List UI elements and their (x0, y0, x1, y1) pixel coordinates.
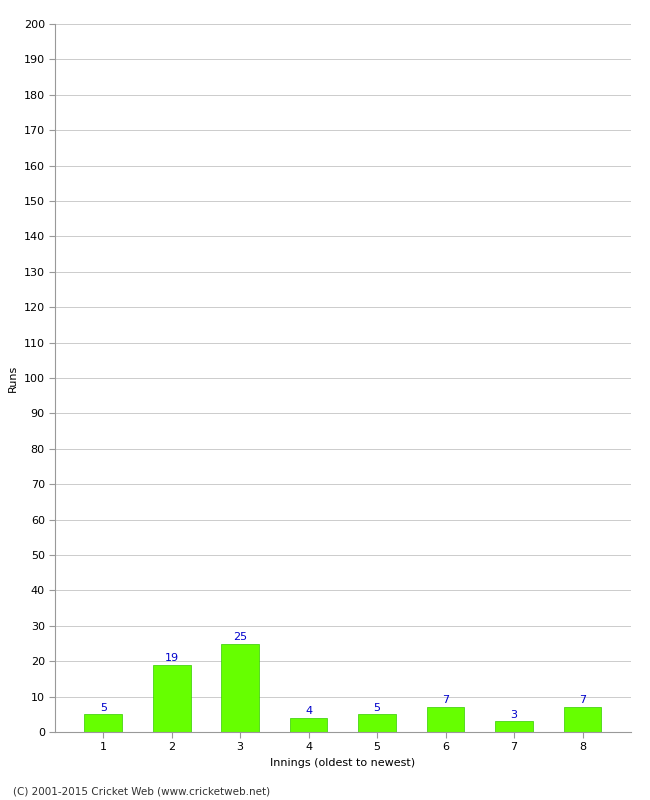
Text: 3: 3 (511, 710, 517, 720)
Bar (84, 714, 122, 732)
Bar (153, 665, 190, 732)
Text: 7: 7 (442, 695, 449, 706)
Bar (564, 707, 601, 732)
Y-axis label: Runs: Runs (8, 364, 18, 392)
Text: 19: 19 (164, 653, 179, 663)
Text: 4: 4 (305, 706, 312, 716)
Bar (221, 643, 259, 732)
Text: 5: 5 (374, 702, 381, 713)
Bar (358, 714, 396, 732)
Text: 7: 7 (579, 695, 586, 706)
Bar (427, 707, 465, 732)
Text: 5: 5 (99, 702, 107, 713)
Text: 25: 25 (233, 632, 247, 642)
Bar (290, 718, 328, 732)
Text: (C) 2001-2015 Cricket Web (www.cricketweb.net): (C) 2001-2015 Cricket Web (www.cricketwe… (13, 786, 270, 796)
Bar (495, 722, 533, 732)
X-axis label: Innings (oldest to newest): Innings (oldest to newest) (270, 758, 415, 768)
